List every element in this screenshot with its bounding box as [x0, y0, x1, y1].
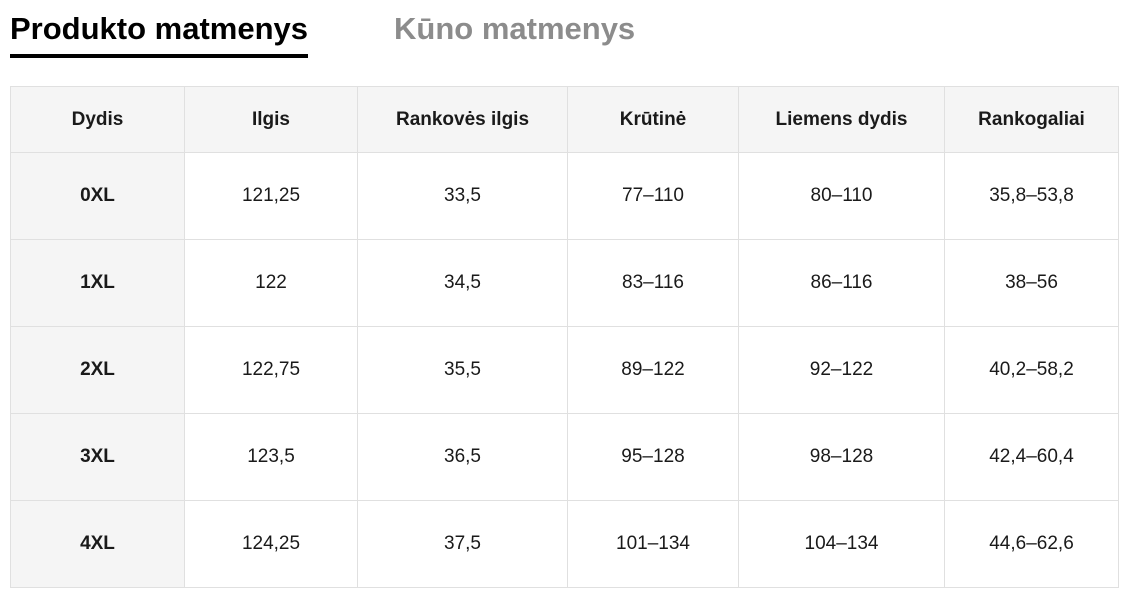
table-body: 0XL 121,25 33,5 77–110 80–110 35,8–53,8 1XL 122…: [10, 152, 1119, 588]
tab-product-measurements[interactable]: Produkto matmenys: [10, 11, 309, 58]
value-cell: 95–128: [567, 413, 739, 501]
column-header: Liemens dydis: [738, 86, 945, 153]
value-cell: 36,5: [357, 413, 568, 501]
size-chart-tabs: Produkto matmenys Kūno matmenys: [0, 0, 1128, 58]
value-cell: 37,5: [357, 500, 568, 588]
value-cell: 42,4–60,4: [944, 413, 1119, 501]
table-row: 4XL 124,25 37,5 101–134 104–134 44,6–62,6: [10, 500, 1119, 588]
value-cell: 44,6–62,6: [944, 500, 1119, 588]
value-cell: 80–110: [738, 152, 945, 240]
value-cell: 122: [184, 239, 358, 327]
value-cell: 83–116: [567, 239, 739, 327]
value-cell: 33,5: [357, 152, 568, 240]
size-cell: 3XL: [10, 413, 185, 501]
column-header: Dydis: [10, 86, 185, 153]
value-cell: 35,8–53,8: [944, 152, 1119, 240]
tab-body-measurements[interactable]: Kūno matmenys: [394, 11, 636, 46]
column-header: Ilgis: [184, 86, 358, 153]
header-row: Dydis Ilgis Rankovės ilgis Krūtinė Liemens d…: [10, 86, 1119, 153]
column-header: Rankovės ilgis: [357, 86, 568, 153]
column-header: Rankogaliai: [944, 86, 1119, 153]
value-cell: 40,2–58,2: [944, 326, 1119, 414]
value-cell: 124,25: [184, 500, 358, 588]
value-cell: 121,25: [184, 152, 358, 240]
size-cell: 4XL: [10, 500, 185, 588]
column-header: Krūtinė: [567, 86, 739, 153]
value-cell: 38–56: [944, 239, 1119, 327]
size-cell: 2XL: [10, 326, 185, 414]
size-cell: 0XL: [10, 152, 185, 240]
table-row: 3XL 123,5 36,5 95–128 98–128 42,4–60,4: [10, 413, 1119, 501]
value-cell: 98–128: [738, 413, 945, 501]
table-row: 2XL 122,75 35,5 89–122 92–122 40,2–58,2: [10, 326, 1119, 414]
value-cell: 101–134: [567, 500, 739, 588]
value-cell: 92–122: [738, 326, 945, 414]
size-cell: 1XL: [10, 239, 185, 327]
value-cell: 86–116: [738, 239, 945, 327]
value-cell: 77–110: [567, 152, 739, 240]
table-row: 1XL 122 34,5 83–116 86–116 38–56: [10, 239, 1119, 327]
value-cell: 89–122: [567, 326, 739, 414]
value-cell: 34,5: [357, 239, 568, 327]
value-cell: 123,5: [184, 413, 358, 501]
value-cell: 35,5: [357, 326, 568, 414]
table-row: 0XL 121,25 33,5 77–110 80–110 35,8–53,8: [10, 152, 1119, 240]
value-cell: 104–134: [738, 500, 945, 588]
value-cell: 122,75: [184, 326, 358, 414]
size-table: Dydis Ilgis Rankovės ilgis Krūtinė Liemens d…: [10, 86, 1119, 588]
